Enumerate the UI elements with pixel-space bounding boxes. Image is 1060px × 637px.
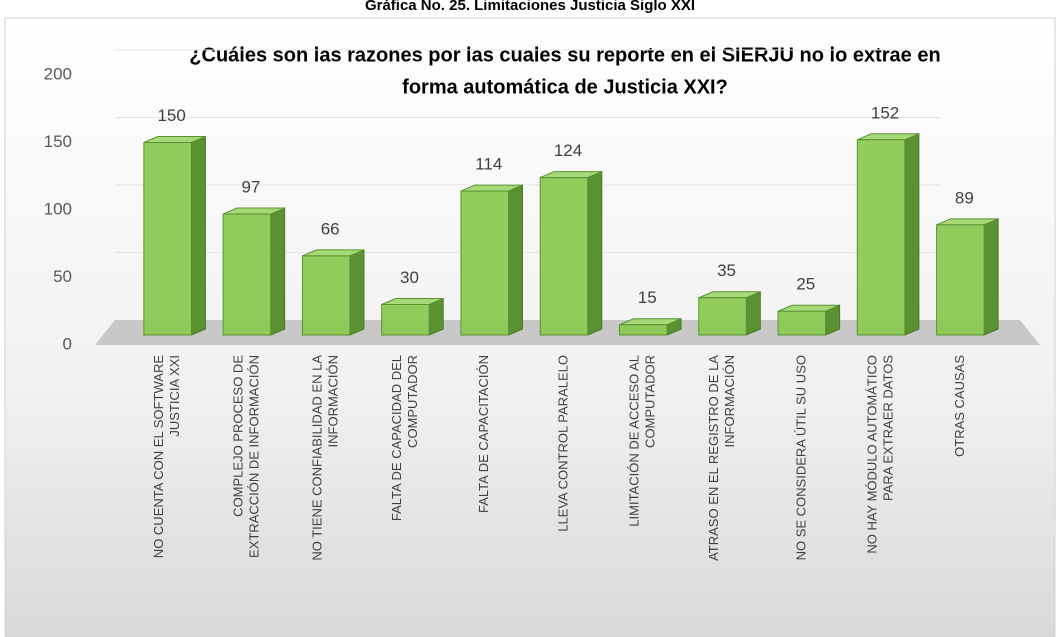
y-tick-label: 50 — [53, 267, 72, 286]
bar — [143, 135, 206, 336]
bar — [618, 317, 682, 336]
x-tick-label: NO HAY MÓDULO AUTOMÁTICO — [865, 355, 880, 554]
x-tick-label: NO CUENTA CON EL SOFTWARE — [151, 355, 166, 559]
bar-side — [587, 170, 603, 336]
bar-side — [904, 133, 920, 336]
value-label: 25 — [796, 275, 815, 294]
bar-side — [508, 184, 524, 336]
x-tick-label: NO SE CONSIDERA ÚTIL SU USO — [793, 355, 808, 560]
value-label: 89 — [955, 188, 974, 207]
x-tick-label: NO TIENE CONFIABILIDAD EN LA — [310, 355, 325, 561]
bar-front — [143, 142, 192, 336]
bar-side — [349, 249, 365, 336]
bar — [222, 207, 286, 336]
bar — [698, 290, 761, 336]
bar-front — [936, 224, 985, 336]
bar — [856, 133, 920, 336]
chart-title: ¿Cuáles son las razones por las cuales s… — [189, 44, 940, 66]
y-tick-label: 100 — [44, 199, 72, 218]
bar-side — [270, 207, 286, 336]
bar-front — [777, 310, 827, 336]
value-label: 97 — [241, 178, 260, 197]
value-label: 150 — [157, 106, 185, 125]
bar — [936, 218, 999, 336]
bar-front — [856, 139, 906, 336]
bar — [539, 170, 603, 336]
bar — [777, 304, 841, 336]
bar-front — [539, 177, 589, 336]
bar-front — [222, 213, 272, 336]
bar-front — [618, 324, 668, 336]
y-tick-label: 200 — [44, 64, 72, 83]
bar-front — [381, 304, 430, 336]
x-tick-label: PARA EXTRAER DATOS — [881, 355, 896, 501]
value-label: 30 — [400, 268, 419, 287]
value-label: 15 — [638, 288, 657, 307]
x-tick-label: ATRASO EN EL REGISTRO DE LA — [706, 355, 721, 561]
x-tick-label: INFORMACIÓN — [722, 355, 737, 447]
x-tick-label: COMPUTADOR — [405, 355, 420, 448]
bar — [301, 249, 365, 336]
figure-caption: Gráfica No. 25. Limitaciones Justicia Si… — [365, 0, 695, 14]
x-tick-label: EXTRACCIÓN DE INFORMACIÓN — [246, 355, 261, 558]
bar-side — [190, 135, 206, 336]
bar — [460, 184, 524, 336]
y-tick-label: 0 — [63, 334, 72, 353]
bar-side — [983, 218, 999, 336]
x-tick-label: COMPUTADOR — [643, 355, 658, 448]
x-tick-label: FALTA DE CAPACIDAD DEL — [389, 355, 404, 521]
x-tick-label: OTRAS CAUSAS — [952, 355, 967, 457]
value-label: 66 — [321, 219, 340, 238]
bar-front — [301, 255, 351, 336]
y-tick-label: 150 — [44, 132, 72, 151]
chart-title: forma automática de Justicia XXI? — [402, 76, 728, 98]
value-label: 152 — [871, 103, 899, 122]
bar-front — [460, 190, 510, 336]
x-tick-label: LLEVA CONTROL PARALELO — [555, 355, 570, 532]
bar — [381, 297, 444, 336]
bar-front — [698, 297, 747, 336]
x-tick-label: COMPLEJO PROCESO DE — [230, 355, 245, 517]
value-label: 35 — [717, 261, 736, 280]
value-label: 124 — [554, 141, 582, 160]
x-tick-label: LIMITACIÓN DE ACCESO AL — [627, 355, 642, 527]
x-tick-label: FALTA DE CAPACITACIÓN — [476, 355, 491, 513]
bar-side — [745, 290, 761, 336]
value-label: 114 — [475, 155, 502, 174]
x-tick-label: INFORMACIÓN — [326, 355, 341, 447]
x-tick-label: JUSTICIA XXI — [167, 355, 182, 437]
